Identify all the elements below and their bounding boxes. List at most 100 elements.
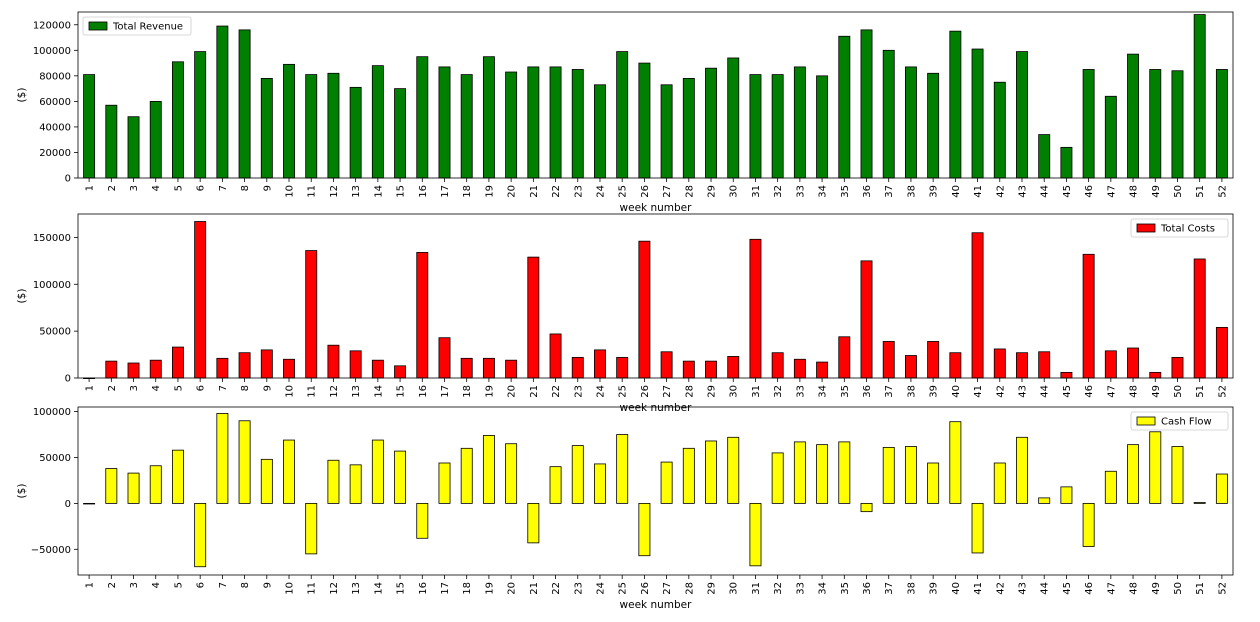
costs-xtick-label: 19 bbox=[484, 385, 495, 398]
revenue-bar-week-1 bbox=[83, 74, 96, 179]
costs-xtick-label: 45 bbox=[1062, 385, 1073, 398]
revenue-bar-week-36 bbox=[860, 29, 873, 179]
revenue-bar-week-38 bbox=[904, 66, 917, 179]
revenue-xtick-label: 15 bbox=[396, 185, 407, 198]
costs-bar-week-11 bbox=[305, 250, 318, 379]
costs-xtick-label: 43 bbox=[1017, 385, 1028, 398]
cashflow-bar-week-30 bbox=[727, 436, 740, 504]
cashflow-legend: Cash Flow bbox=[1130, 411, 1229, 431]
costs-xtick-label: 16 bbox=[418, 385, 429, 398]
cashflow-bar-week-20 bbox=[505, 443, 518, 504]
cashflow-bar-week-42 bbox=[993, 462, 1006, 504]
cashflow-bar-week-4 bbox=[149, 465, 162, 504]
revenue-ylabel: ($) bbox=[16, 88, 28, 103]
costs-bar-week-8 bbox=[238, 352, 251, 379]
costs-bar-week-39 bbox=[927, 341, 940, 379]
cashflow-bar-week-44 bbox=[1038, 497, 1051, 504]
revenue-xtick-label: 28 bbox=[684, 185, 695, 198]
cashflow-bar-week-19 bbox=[482, 435, 495, 504]
revenue-bar-week-30 bbox=[727, 57, 740, 179]
cashflow-bar-week-48 bbox=[1127, 444, 1140, 504]
cashflow-bar-week-6 bbox=[194, 502, 207, 568]
revenue-ytick-label: 60000 bbox=[39, 97, 71, 108]
revenue-bar-week-25 bbox=[616, 51, 629, 179]
cashflow-xtick-label: 16 bbox=[418, 582, 429, 595]
costs-bar-week-32 bbox=[771, 352, 784, 379]
costs-xtick-label: 11 bbox=[307, 385, 318, 398]
cashflow-xtick-label: 43 bbox=[1017, 582, 1028, 595]
cashflow-xtick-label: 13 bbox=[351, 582, 362, 595]
cashflow-xtick-label: 38 bbox=[906, 582, 917, 595]
costs-ytick-label: 150000 bbox=[33, 233, 71, 244]
cashflow-xtick-label: 6 bbox=[196, 582, 207, 588]
cashflow-bar-week-3 bbox=[127, 472, 140, 504]
cashflow-bar-week-39 bbox=[927, 462, 940, 504]
cashflow-xtick-label: 47 bbox=[1106, 582, 1117, 595]
cashflow-bar-week-51 bbox=[1193, 502, 1206, 504]
costs-bar-week-26 bbox=[638, 240, 651, 379]
revenue-bar-week-33 bbox=[793, 66, 806, 179]
costs-bar-week-38 bbox=[904, 355, 917, 379]
costs-bar-week-46 bbox=[1082, 253, 1095, 379]
revenue-bar-week-9 bbox=[260, 78, 273, 179]
revenue-xtick-label: 14 bbox=[373, 185, 384, 198]
revenue-bar-week-35 bbox=[838, 35, 851, 179]
costs-xtick-label: 38 bbox=[906, 385, 917, 398]
revenue-legend-label: Total Revenue bbox=[112, 22, 183, 33]
costs-xtick-label: 42 bbox=[995, 385, 1006, 398]
revenue-xtick-label: 35 bbox=[840, 185, 851, 198]
cashflow-xtick-label: 27 bbox=[662, 582, 673, 595]
costs-bar-week-20 bbox=[505, 359, 518, 379]
costs-xtick-label: 14 bbox=[373, 385, 384, 398]
revenue-bar-week-4 bbox=[149, 100, 162, 179]
costs-xtick-label: 47 bbox=[1106, 385, 1117, 398]
revenue-xtick-label: 22 bbox=[551, 185, 562, 198]
costs-xtick-label: 5 bbox=[173, 385, 184, 391]
revenue-xtick-label: 12 bbox=[329, 185, 340, 198]
revenue-bar-week-15 bbox=[394, 88, 407, 179]
cashflow-bar-week-23 bbox=[571, 445, 584, 504]
costs-xtick-label: 50 bbox=[1173, 385, 1184, 398]
cashflow-bar-week-24 bbox=[594, 463, 606, 504]
cashflow-bar-week-37 bbox=[882, 446, 895, 504]
costs-bar-week-13 bbox=[349, 350, 362, 379]
cashflow-bar-week-27 bbox=[660, 461, 673, 504]
costs-bar-week-24 bbox=[594, 349, 606, 379]
costs-xtick-label: 37 bbox=[884, 385, 895, 398]
costs-bar-week-45 bbox=[1060, 371, 1073, 379]
cashflow-ytick-label: 0 bbox=[65, 499, 71, 510]
cashflow-ytick-label: 100000 bbox=[33, 407, 71, 418]
cashflow-bar-week-52 bbox=[1215, 473, 1228, 504]
revenue-xtick-label: 38 bbox=[906, 185, 917, 198]
cashflow-xtick-label: 37 bbox=[884, 582, 895, 595]
revenue-xtick-label: 23 bbox=[573, 185, 584, 198]
revenue-xtick-label: 26 bbox=[640, 185, 651, 198]
costs-bar-week-6 bbox=[194, 221, 207, 379]
costs-xtick-label: 29 bbox=[707, 385, 718, 398]
revenue-xtick-label: 19 bbox=[484, 185, 495, 198]
revenue-xtick-label: 6 bbox=[196, 185, 207, 191]
revenue-xtick-label: 33 bbox=[795, 185, 806, 198]
revenue-xtick-label: 41 bbox=[973, 185, 984, 198]
cashflow-xtick-label: 11 bbox=[307, 582, 318, 595]
cashflow-bar-week-11 bbox=[305, 502, 318, 555]
revenue-xtick-label: 20 bbox=[507, 185, 518, 198]
cashflow-xtick-label: 18 bbox=[462, 582, 473, 595]
cashflow-xtick-label: 31 bbox=[751, 582, 762, 595]
costs-bar-week-47 bbox=[1104, 350, 1117, 379]
costs-xtick-label: 46 bbox=[1084, 385, 1095, 398]
revenue-bar-week-52 bbox=[1215, 69, 1228, 179]
costs-xtick-label: 28 bbox=[684, 385, 695, 398]
costs-bar-week-34 bbox=[816, 361, 829, 379]
costs-bar-week-2 bbox=[105, 360, 118, 379]
cashflow-bar-week-21 bbox=[527, 502, 540, 544]
cashflow-xtick-label: 2 bbox=[107, 582, 118, 588]
cashflow-xtick-label: 8 bbox=[240, 582, 251, 588]
costs-xtick-label: 21 bbox=[529, 385, 540, 398]
revenue-bar-week-12 bbox=[327, 72, 340, 179]
costs-legend-box bbox=[1130, 218, 1229, 238]
cashflow-xlabel: week number bbox=[620, 599, 693, 611]
cashflow-xtick-label: 15 bbox=[396, 582, 407, 595]
cashflow-xtick-label: 21 bbox=[529, 582, 540, 595]
